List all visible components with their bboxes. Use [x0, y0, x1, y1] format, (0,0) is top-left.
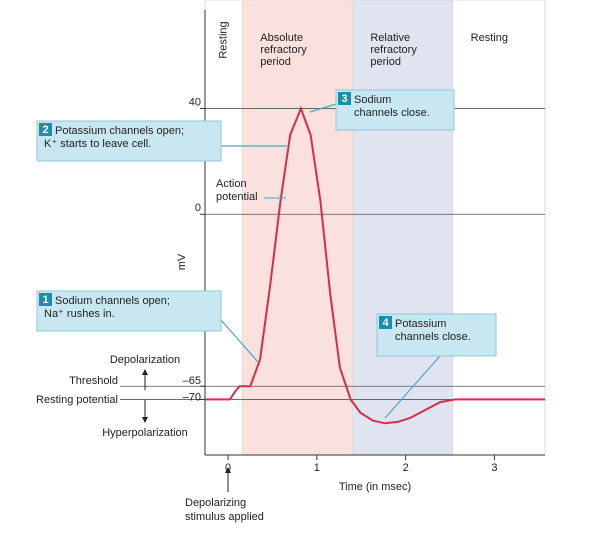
- callout-text: Sodium channels open;: [55, 295, 170, 307]
- region-label: Resting: [218, 21, 230, 58]
- region-label: period: [370, 56, 401, 68]
- annotation: Depolarization: [110, 354, 180, 366]
- region: [241, 0, 353, 456]
- y-tick-label: 0: [195, 202, 201, 214]
- callout-text: Potassium: [395, 318, 446, 330]
- region-label: refractory: [260, 44, 307, 56]
- callout-number: 4: [382, 317, 389, 329]
- y-tick-label: 40: [189, 96, 201, 108]
- callout-number: 3: [341, 93, 347, 105]
- callout-text: channels close.: [395, 331, 471, 343]
- annotation: Resting potential: [36, 394, 118, 406]
- region-label: Relative: [370, 32, 410, 44]
- callout-text: Potassium channels open;: [55, 125, 184, 137]
- region-label: period: [260, 56, 291, 68]
- callout-box: [376, 313, 497, 357]
- x-tick-label: 3: [491, 462, 497, 474]
- region: [452, 0, 546, 456]
- annotation: Depolarizing: [185, 497, 246, 509]
- annotation: potential: [216, 191, 258, 203]
- callout-box: [36, 290, 222, 332]
- callout-text: channels close.: [354, 107, 430, 119]
- callout-box: [36, 120, 222, 162]
- callout-leader: [220, 319, 259, 363]
- x-tick-label: 2: [403, 462, 409, 474]
- callout-leader: [384, 355, 441, 419]
- region: [204, 0, 243, 456]
- line: [205, 105, 545, 425]
- annotation: stimulus applied: [185, 511, 264, 523]
- callout-leader: [309, 103, 337, 113]
- callout-text: Na⁺ rushes in.: [44, 308, 115, 320]
- annotation: Hyperpolarization: [102, 427, 188, 439]
- callout-box: [335, 89, 455, 131]
- callout-text: K⁺ starts to leave cell.: [44, 138, 151, 150]
- annotation: Threshold: [69, 375, 118, 387]
- callout-badge: [338, 92, 351, 105]
- callout-badge: [39, 293, 52, 306]
- region-label: Absolute: [260, 32, 303, 44]
- callout-number: 2: [42, 124, 48, 136]
- callout-badge: [379, 316, 392, 329]
- callout-text: Sodium: [354, 94, 391, 106]
- regions: Resting AbsoluterefractoryperiodRelativer…: [204, 0, 546, 456]
- region: [351, 0, 454, 456]
- y-tick-label: –65: [183, 375, 201, 387]
- y-axis-label: mV: [176, 253, 188, 270]
- callout-number: 1: [42, 294, 48, 306]
- region-label: Resting: [471, 32, 508, 44]
- x-axis-label: Time (in msec): [339, 481, 411, 493]
- annotation: Action: [216, 178, 247, 190]
- y-tick-label: –70: [183, 391, 201, 403]
- callout-badge: [39, 123, 52, 136]
- region-label: refractory: [370, 44, 417, 56]
- x-tick-label: 1: [314, 462, 320, 474]
